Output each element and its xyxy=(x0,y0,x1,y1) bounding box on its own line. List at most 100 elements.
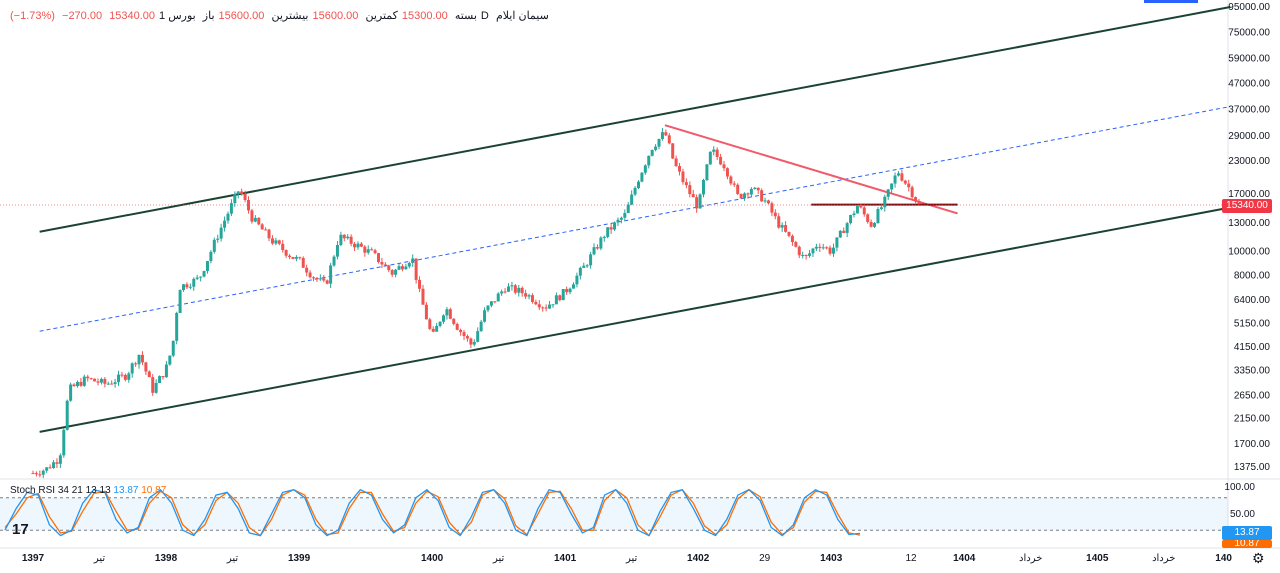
candle-body xyxy=(322,278,326,281)
time-tick-label: 1401 xyxy=(554,553,577,564)
candle-body xyxy=(339,234,343,245)
candle-body xyxy=(89,378,93,380)
candle-body xyxy=(842,230,846,233)
candle-body xyxy=(62,429,66,456)
candle-body xyxy=(763,200,767,202)
candle-body xyxy=(223,220,227,228)
price-tick-label: 29000.00 xyxy=(1228,131,1270,142)
candle-body xyxy=(517,287,521,293)
candle-body xyxy=(45,467,49,471)
symbol-name[interactable]: سیمان ایلام xyxy=(495,10,549,22)
candle-body xyxy=(431,328,435,332)
candle-body xyxy=(890,183,894,190)
candle-body xyxy=(698,194,702,209)
time-tick-label: 1400 xyxy=(421,553,444,564)
candle-body xyxy=(418,279,422,289)
candle-body xyxy=(294,257,298,259)
time-tick-label: تیر xyxy=(492,553,505,564)
candle-body xyxy=(708,151,712,165)
candle-body xyxy=(387,265,391,271)
candle-body xyxy=(534,301,538,305)
interval[interactable]: 1D xyxy=(159,10,489,22)
exchange-name[interactable]: بورس xyxy=(168,10,196,22)
candle-body xyxy=(469,338,473,345)
candle-body xyxy=(452,318,456,324)
candle-body xyxy=(86,376,90,379)
candle-body xyxy=(301,258,305,268)
candle-body xyxy=(643,165,647,173)
time-tick-label: خرداد xyxy=(1019,553,1042,564)
candle-body xyxy=(681,171,685,183)
candle-body xyxy=(253,217,257,222)
time-tick-label: تیر xyxy=(93,553,106,564)
candle-body xyxy=(472,341,476,345)
candle-body xyxy=(233,194,237,204)
time-tick-label: 1397 xyxy=(22,553,45,564)
candle-body xyxy=(493,301,497,303)
candle-body xyxy=(479,321,483,332)
candle-body xyxy=(305,267,309,273)
candle-body xyxy=(537,304,541,308)
candle-body xyxy=(664,132,668,136)
price-tick-label: 4150.00 xyxy=(1234,342,1271,353)
candle-body xyxy=(373,250,377,254)
candle-body xyxy=(185,284,189,288)
stoch-rsi-legend[interactable]: Stoch RSI 34 21 13 13 13.87 10.87 xyxy=(10,485,166,496)
candle-body xyxy=(548,304,552,309)
candle-body xyxy=(613,222,617,230)
candle-body xyxy=(695,197,699,209)
candle-body xyxy=(910,187,914,198)
candle-body xyxy=(140,354,144,363)
candle-body xyxy=(353,243,357,248)
candle-body xyxy=(448,309,452,319)
candle-body xyxy=(312,277,316,279)
candle-body xyxy=(876,209,880,224)
candle-body xyxy=(212,239,216,252)
candle-body xyxy=(715,149,719,157)
candle-body xyxy=(756,187,760,191)
candle-body xyxy=(500,291,504,294)
k-value-tag: 13.87 xyxy=(1222,526,1272,540)
tradingview-logo-icon[interactable]: 17 xyxy=(12,521,29,538)
candle-body xyxy=(315,277,319,280)
candle-body xyxy=(175,312,179,341)
time-tick-label: 12 xyxy=(905,553,917,564)
candle-body xyxy=(859,206,863,208)
candle-body xyxy=(503,291,507,293)
candle-body xyxy=(719,156,723,165)
gear-icon[interactable]: ⚙ xyxy=(1252,550,1265,566)
candle-body xyxy=(123,374,127,380)
candle-body xyxy=(866,214,870,223)
candle-body xyxy=(575,275,579,285)
candle-body xyxy=(58,455,62,464)
price-tick-label: 1375.00 xyxy=(1234,462,1271,473)
price-tick-label: 1700.00 xyxy=(1234,439,1271,450)
candle-body xyxy=(592,247,596,255)
last-price-tag: 15340.00 xyxy=(1222,199,1272,213)
time-tick-label: تیر xyxy=(625,553,638,564)
candle-body xyxy=(219,227,223,239)
candle-body xyxy=(332,256,336,266)
candle-body xyxy=(144,362,148,372)
price-tick-label: 59000.00 xyxy=(1228,54,1270,65)
candle-body xyxy=(52,462,56,469)
price-tick-label: 37000.00 xyxy=(1228,104,1270,115)
candle-body xyxy=(732,183,736,185)
candle-body xyxy=(346,236,350,239)
close-value: 15340.00 xyxy=(109,10,156,22)
candle-body xyxy=(103,378,107,384)
candle-body xyxy=(657,138,661,147)
candle-body xyxy=(660,132,664,139)
candle-body xyxy=(606,227,610,237)
candle-body xyxy=(671,143,675,159)
change-value: −270.00 xyxy=(62,10,103,22)
candle-body xyxy=(595,247,599,249)
candle-body xyxy=(688,185,692,195)
candle-body xyxy=(883,196,887,208)
candle-body xyxy=(236,191,240,195)
candle-body xyxy=(394,269,398,275)
candle-body xyxy=(106,383,110,385)
candle-body xyxy=(277,240,281,244)
candle-body xyxy=(893,175,897,184)
